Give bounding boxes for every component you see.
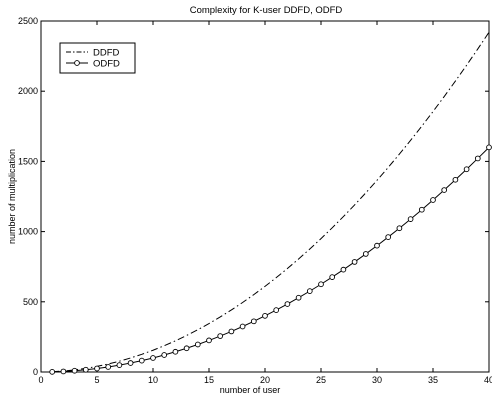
data-point-odfd <box>284 301 291 307</box>
data-point-odfd <box>418 206 425 213</box>
y-tick-label: 2500 <box>18 16 38 26</box>
data-point-odfd <box>474 155 481 162</box>
data-point-odfd <box>396 225 403 232</box>
y-tick-label: 500 <box>23 297 38 307</box>
data-point-odfd <box>105 364 112 370</box>
data-point-odfd <box>49 369 56 375</box>
x-tick-label: 35 <box>428 375 438 385</box>
series-layer <box>49 31 492 375</box>
data-point-odfd <box>183 345 190 352</box>
data-point-odfd <box>94 365 100 372</box>
series-line-ddfd <box>52 31 490 373</box>
data-point-odfd <box>239 323 246 330</box>
data-point-odfd <box>127 360 134 366</box>
data-point-odfd <box>385 234 392 240</box>
x-tick-label: 25 <box>316 375 326 385</box>
x-tick-label: 15 <box>204 375 214 385</box>
x-tick-label: 30 <box>372 375 382 385</box>
data-point-odfd <box>374 242 380 249</box>
data-point-odfd <box>306 288 313 294</box>
data-point-odfd <box>362 251 369 257</box>
legend-label-odfd: ODFD <box>93 59 120 70</box>
y-tick-label: 1500 <box>18 156 38 166</box>
data-point-odfd <box>407 216 414 222</box>
x-axis-title: number of user <box>220 385 281 395</box>
legend-marker-odfd <box>74 60 80 66</box>
data-point-odfd <box>441 187 448 193</box>
data-point-odfd <box>463 166 470 173</box>
data-point-odfd <box>250 318 257 325</box>
y-axis-title: number of multiplication <box>7 149 17 244</box>
data-point-odfd <box>452 176 459 183</box>
data-point-odfd <box>206 337 212 344</box>
data-point-odfd <box>60 368 67 375</box>
y-tick-label: 0 <box>33 367 38 377</box>
data-point-odfd <box>273 307 280 313</box>
data-point-odfd <box>228 328 235 335</box>
data-point-odfd <box>486 144 492 151</box>
data-point-odfd <box>161 352 168 358</box>
data-point-odfd <box>262 312 268 319</box>
data-point-odfd <box>116 362 123 368</box>
y-tick-label: 2000 <box>18 86 38 96</box>
x-tick-label: 5 <box>94 375 99 385</box>
x-tick-label: 40 <box>484 375 492 385</box>
x-tick-label: 10 <box>148 375 158 385</box>
data-point-odfd <box>340 266 347 273</box>
series-line-odfd <box>52 147 490 373</box>
data-point-odfd <box>318 281 324 288</box>
chart-title: Complexity for K-user DDFD, ODFD <box>190 5 343 16</box>
x-tick-label: 20 <box>260 375 270 385</box>
legend-label-ddfd: DDFD <box>93 48 120 59</box>
data-point-odfd <box>194 341 201 348</box>
data-point-odfd <box>351 259 358 265</box>
x-tick-label: 0 <box>38 375 43 385</box>
data-point-odfd <box>329 274 336 280</box>
data-point-odfd <box>82 366 89 373</box>
data-point-odfd <box>150 355 156 361</box>
data-point-odfd <box>71 367 78 374</box>
data-point-odfd <box>138 357 145 364</box>
data-point-odfd <box>217 333 224 339</box>
axis-ticks: 0 5 10 15 20 25 30 35 40 0 500 1000 1500 2000 2500 <box>18 16 492 385</box>
data-point-odfd <box>295 294 302 301</box>
legend-box <box>59 42 136 74</box>
y-tick-label: 1000 <box>18 227 38 237</box>
data-point-odfd <box>430 197 436 203</box>
data-point-odfd <box>172 348 179 355</box>
